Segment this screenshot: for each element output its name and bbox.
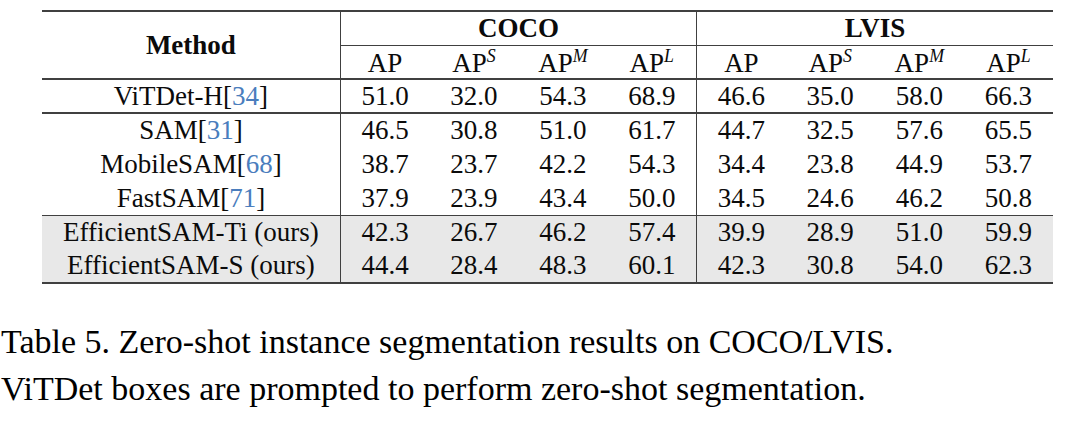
table-row: EfficientSAM-Ti (ours) 42.326.746.257.439… xyxy=(42,215,1053,249)
value-cell: 39.9 xyxy=(697,215,786,249)
value-cell: 46.2 xyxy=(518,215,607,249)
value-cell: 51.0 xyxy=(875,215,964,249)
value-cell: 32.5 xyxy=(786,113,875,147)
value-cell: 28.9 xyxy=(786,215,875,249)
lvis-ap-s-header: APS xyxy=(786,45,875,79)
value-cell: 44.4 xyxy=(340,249,429,283)
value-cell: 24.6 xyxy=(786,181,875,215)
citation-link[interactable]: 68 xyxy=(246,149,273,179)
coco-ap-header: AP xyxy=(340,45,429,79)
table-row: MobileSAM[68]38.723.742.254.334.423.844.… xyxy=(42,147,1053,181)
method-label-suffix: ] xyxy=(259,81,268,111)
table-body: ViTDet-H[34]51.032.054.368.946.635.058.0… xyxy=(42,79,1053,283)
table-row: SAM[31]46.530.851.061.744.732.557.665.5 xyxy=(42,113,1053,147)
citation-link[interactable]: 31 xyxy=(207,115,234,145)
coco-ap-l-header: APL xyxy=(608,45,697,79)
method-label-suffix: ] xyxy=(256,183,265,213)
value-cell: 60.1 xyxy=(608,249,697,283)
coco-ap-m-header: APM xyxy=(518,45,607,79)
value-cell: 26.7 xyxy=(429,215,518,249)
value-cell: 54.0 xyxy=(875,249,964,283)
coco-ap-s-header: APS xyxy=(429,45,518,79)
value-cell: 43.4 xyxy=(518,181,607,215)
value-cell: 34.5 xyxy=(697,181,786,215)
method-label: FastSAM[ xyxy=(117,183,230,213)
value-cell: 48.3 xyxy=(518,249,607,283)
method-cell: SAM[31] xyxy=(42,113,340,147)
value-cell: 46.5 xyxy=(340,113,429,147)
value-cell: 42.2 xyxy=(518,147,607,181)
value-cell: 46.2 xyxy=(875,181,964,215)
method-cell: EfficientSAM-Ti (ours) xyxy=(42,215,340,249)
table-row: EfficientSAM-S (ours) 44.428.448.360.142.… xyxy=(42,249,1053,283)
value-cell: 44.7 xyxy=(697,113,786,147)
value-cell: 42.3 xyxy=(340,215,429,249)
value-cell: 65.5 xyxy=(964,113,1053,147)
value-cell: 32.0 xyxy=(429,79,518,113)
value-cell: 66.3 xyxy=(964,79,1053,113)
method-label: EfficientSAM-Ti (ours) xyxy=(63,217,319,247)
value-cell: 57.6 xyxy=(875,113,964,147)
value-cell: 42.3 xyxy=(697,249,786,283)
method-label: ViTDet-H[ xyxy=(114,81,232,111)
lvis-ap-m-header: APM xyxy=(875,45,964,79)
value-cell: 30.8 xyxy=(429,113,518,147)
table-caption: Table 5. Zero-shot instance segmentation… xyxy=(1,318,1080,412)
value-cell: 35.0 xyxy=(786,79,875,113)
caption-line-2: ViTDet boxes are prompted to perform zer… xyxy=(1,365,1080,412)
method-label: SAM[ xyxy=(139,115,207,145)
results-table: Method COCO LVIS AP APS APM APL AP APS A… xyxy=(42,10,1053,284)
value-cell: 53.7 xyxy=(964,147,1053,181)
lvis-ap-l-header: APL xyxy=(964,45,1053,79)
lvis-ap-header: AP xyxy=(697,45,786,79)
value-cell: 34.4 xyxy=(697,147,786,181)
method-label-suffix: ] xyxy=(273,149,282,179)
value-cell: 23.7 xyxy=(429,147,518,181)
value-cell: 51.0 xyxy=(518,113,607,147)
method-column-header: Method xyxy=(42,11,340,79)
value-cell: 23.8 xyxy=(786,147,875,181)
method-label: EfficientSAM-S (ours) xyxy=(67,250,315,280)
table-row: ViTDet-H[34]51.032.054.368.946.635.058.0… xyxy=(42,79,1053,113)
value-cell: 68.9 xyxy=(608,79,697,113)
value-cell: 23.9 xyxy=(429,181,518,215)
method-label-suffix: ] xyxy=(234,115,243,145)
value-cell: 38.7 xyxy=(340,147,429,181)
value-cell: 44.9 xyxy=(875,147,964,181)
header-group-row: Method COCO LVIS xyxy=(42,11,1053,45)
value-cell: 54.3 xyxy=(518,79,607,113)
citation-link[interactable]: 34 xyxy=(232,81,259,111)
caption-line-1: Table 5. Zero-shot instance segmentation… xyxy=(1,318,1080,365)
value-cell: 59.9 xyxy=(964,215,1053,249)
value-cell: 50.0 xyxy=(608,181,697,215)
lvis-group-header: LVIS xyxy=(697,11,1053,45)
table-row: FastSAM[71]37.923.943.450.034.524.646.25… xyxy=(42,181,1053,215)
citation-link[interactable]: 71 xyxy=(229,183,256,213)
value-cell: 57.4 xyxy=(608,215,697,249)
value-cell: 62.3 xyxy=(964,249,1053,283)
method-label: MobileSAM[ xyxy=(100,149,246,179)
method-cell: FastSAM[71] xyxy=(42,181,340,215)
value-cell: 51.0 xyxy=(340,79,429,113)
value-cell: 28.4 xyxy=(429,249,518,283)
value-cell: 46.6 xyxy=(697,79,786,113)
method-cell: MobileSAM[68] xyxy=(42,147,340,181)
value-cell: 37.9 xyxy=(340,181,429,215)
method-cell: EfficientSAM-S (ours) xyxy=(42,249,340,283)
coco-group-header: COCO xyxy=(340,11,696,45)
method-cell: ViTDet-H[34] xyxy=(42,79,340,113)
value-cell: 58.0 xyxy=(875,79,964,113)
value-cell: 50.8 xyxy=(964,181,1053,215)
value-cell: 30.8 xyxy=(786,249,875,283)
value-cell: 61.7 xyxy=(608,113,697,147)
value-cell: 54.3 xyxy=(608,147,697,181)
